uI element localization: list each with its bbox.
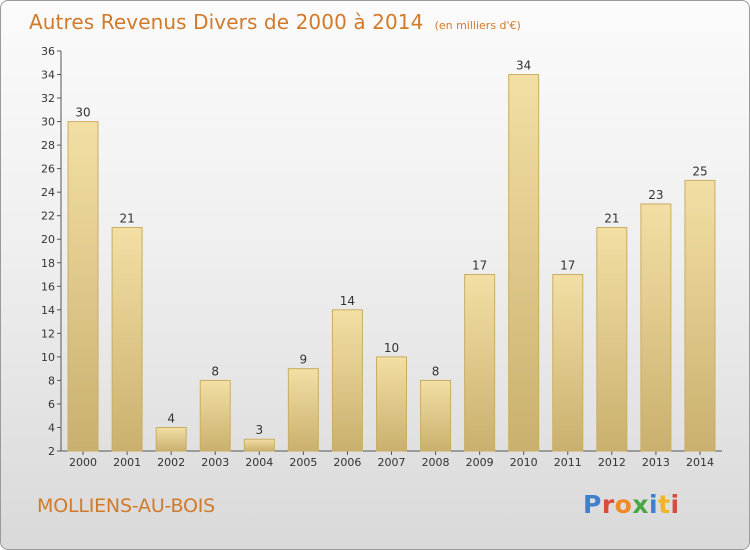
bar	[420, 379, 452, 452]
bar-value-label: 3	[255, 423, 263, 437]
bar	[331, 309, 363, 452]
x-tick-label: 2008	[422, 456, 450, 469]
bar	[684, 179, 716, 452]
logo-letter: r	[601, 490, 615, 519]
bar-value-label: 14	[340, 294, 355, 308]
bar	[243, 438, 275, 452]
x-tick-label: 2011	[554, 456, 582, 469]
y-tick-label: 20	[41, 233, 55, 246]
y-tick-label: 6	[48, 398, 55, 411]
bar	[199, 379, 231, 452]
bar-value-label: 34	[516, 59, 531, 73]
bar-value-label: 17	[560, 259, 575, 273]
bar	[552, 274, 584, 452]
chart-title: Autres Revenus Divers de 2000 à 2014	[29, 10, 424, 34]
logo-letter: x	[632, 490, 649, 519]
logo-letter: i	[649, 490, 659, 519]
x-tick-label: 2002	[157, 456, 185, 469]
bar-value-label: 25	[692, 164, 707, 178]
x-tick-label: 2003	[201, 456, 229, 469]
chart-title-group: Autres Revenus Divers de 2000 à 2014 (en…	[29, 10, 521, 34]
bar-value-label: 30	[75, 106, 90, 120]
x-tick-label: 2014	[686, 456, 714, 469]
bar	[596, 226, 628, 452]
y-tick-label: 36	[41, 45, 55, 58]
bar-value-label: 23	[648, 188, 663, 202]
bar-value-label: 21	[119, 211, 134, 225]
x-tick-label: 2001	[113, 456, 141, 469]
y-tick-label: 26	[41, 163, 55, 176]
x-tick-label: 2006	[333, 456, 361, 469]
bar	[155, 426, 187, 452]
x-tick-label: 2010	[510, 456, 538, 469]
y-tick-label: 4	[48, 421, 55, 434]
bar	[287, 368, 319, 452]
x-tick-label: 2007	[378, 456, 406, 469]
bar-value-label: 9	[300, 353, 308, 367]
bar-value-label: 8	[432, 364, 440, 378]
bar	[376, 356, 407, 452]
y-tick-label: 14	[41, 304, 55, 317]
bar	[640, 203, 672, 452]
bar	[111, 226, 143, 452]
bar	[508, 74, 540, 452]
bar	[67, 121, 99, 452]
bar-value-label: 8	[211, 364, 219, 378]
bar-value-label: 21	[604, 211, 619, 225]
commune-name: MOLLIENS-AU-BOIS	[37, 495, 216, 517]
x-tick-label: 2013	[642, 456, 670, 469]
x-tick-label: 2004	[245, 456, 273, 469]
y-tick-label: 10	[41, 351, 55, 364]
y-tick-label: 2	[48, 445, 55, 458]
x-tick-label: 2012	[598, 456, 626, 469]
y-tick-label: 32	[41, 92, 55, 105]
x-tick-label: 2000	[69, 456, 97, 469]
logo-letter: o	[614, 490, 633, 519]
x-tick-label: 2005	[289, 456, 317, 469]
y-tick-label: 30	[41, 116, 55, 129]
logo-letter: P	[583, 490, 602, 519]
y-tick-label: 8	[48, 374, 55, 387]
y-tick-label: 22	[41, 210, 55, 223]
bar	[464, 274, 496, 452]
y-tick-label: 16	[41, 280, 55, 293]
y-tick-label: 34	[41, 69, 55, 82]
y-tick-label: 24	[41, 186, 55, 199]
proxiti-logo: Proxiti	[583, 490, 680, 519]
logo-letter: i	[670, 490, 680, 519]
x-tick-label: 2009	[466, 456, 494, 469]
bar-value-label: 10	[384, 341, 399, 355]
y-tick-label: 28	[41, 139, 55, 152]
chart-subtitle: (en milliers d'€)	[434, 19, 521, 32]
bar-value-label: 4	[167, 411, 175, 425]
logo-letter: t	[658, 490, 671, 519]
y-tick-label: 12	[41, 327, 55, 340]
bar-value-label: 17	[472, 259, 487, 273]
y-tick-label: 18	[41, 257, 55, 270]
